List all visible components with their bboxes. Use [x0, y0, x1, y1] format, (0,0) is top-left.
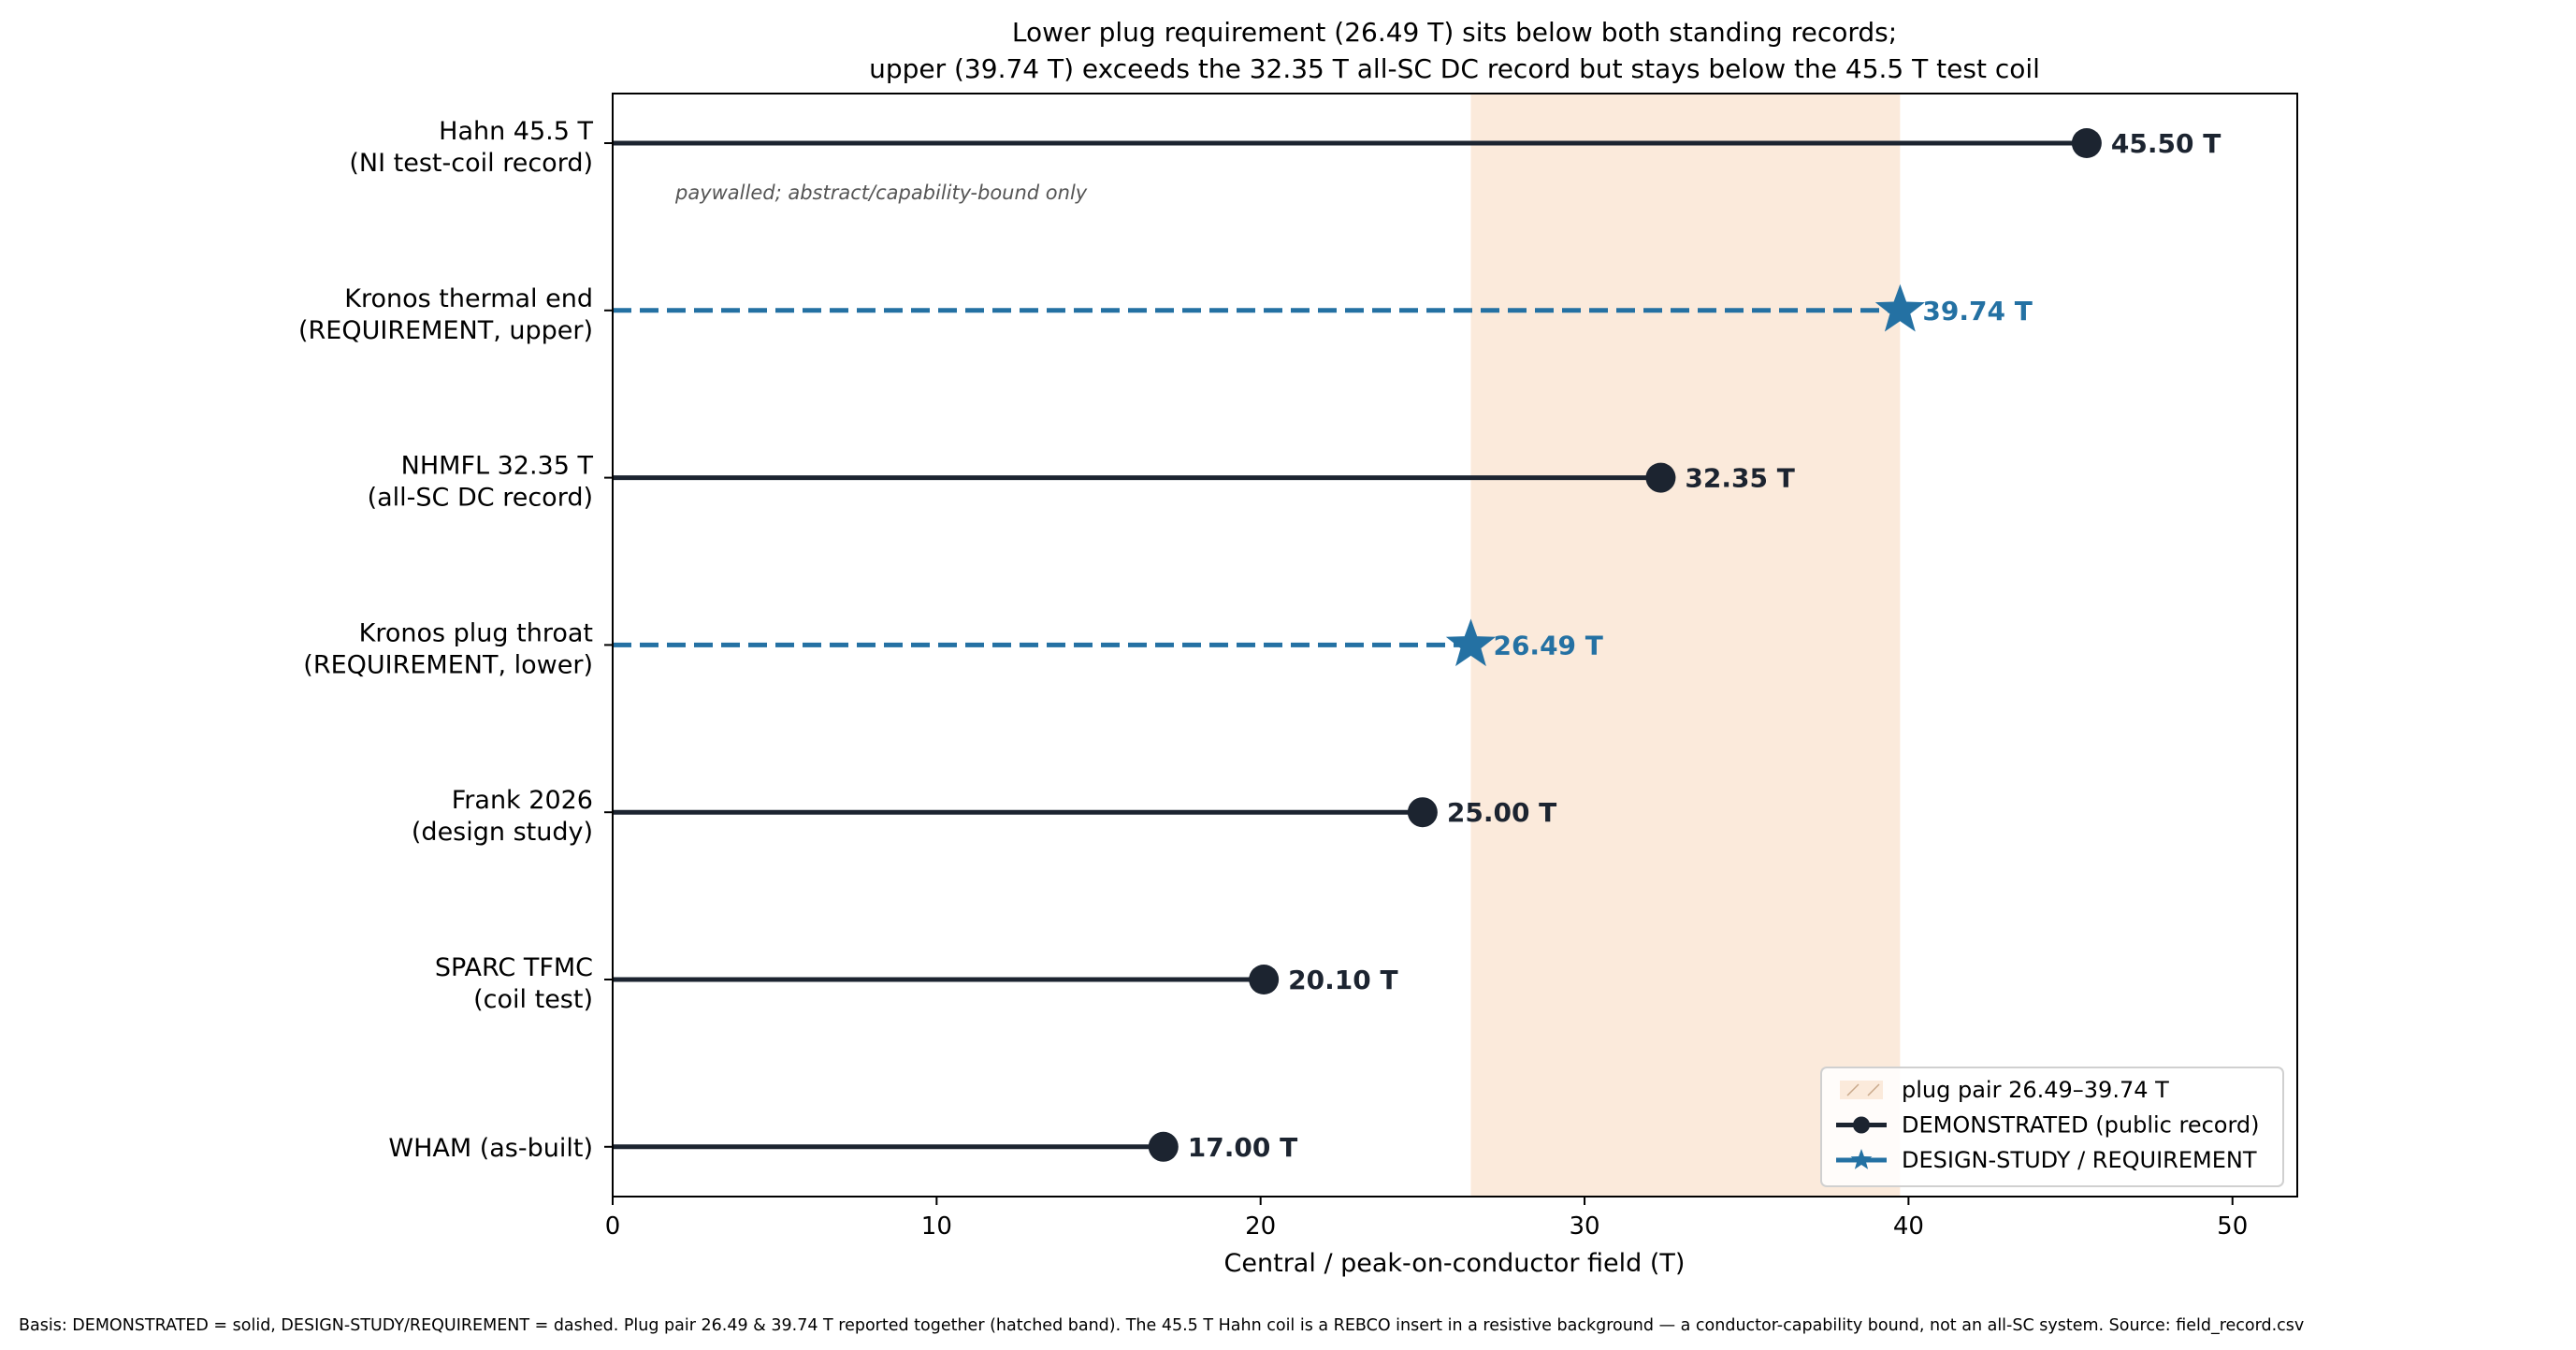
y-tick-label: WHAM (as-built) — [388, 1134, 593, 1163]
footnote: Basis: DEMONSTRATED = solid, DESIGN-STUD… — [19, 1316, 2304, 1335]
y-tick-label: (coil test) — [473, 985, 593, 1014]
legend-label: DEMONSTRATED (public record) — [1902, 1112, 2260, 1139]
legend-swatch-hatch — [1846, 1083, 1860, 1096]
value-label: 45.50 T — [2111, 128, 2221, 159]
legend-label: DESIGN-STUDY / REQUIREMENT — [1902, 1147, 2257, 1173]
dot-marker — [1407, 797, 1438, 828]
value-label: 39.74 T — [1922, 296, 2032, 327]
legend: plug pair 26.49–39.74 T DEMONSTRATED (pub… — [1820, 1067, 2284, 1187]
value-label: 32.35 T — [1685, 463, 1794, 494]
star-marker — [1445, 618, 1497, 667]
dot-marker — [1249, 965, 1280, 994]
y-tick-label: (NI test-coil record) — [349, 149, 593, 178]
dot-marker — [2071, 128, 2102, 158]
x-tick-label: 10 — [921, 1212, 952, 1241]
legend-swatch-hatch — [1867, 1083, 1880, 1096]
value-label: 25.00 T — [1447, 797, 1556, 828]
legend-swatch-band — [1840, 1081, 1883, 1099]
y-tick-label: Hahn 45.5 T — [439, 117, 593, 146]
y-tick-label: Kronos plug throat — [359, 618, 593, 647]
star-marker — [1874, 283, 1925, 332]
y-tick-label: Kronos thermal end — [344, 284, 593, 313]
x-tick-label: 50 — [2217, 1212, 2248, 1241]
y-tick-label: Frank 2026 — [452, 786, 593, 815]
x-axis-label: Central / peak-on-conductor field (T) — [1224, 1249, 1686, 1278]
x-tick-label: 30 — [1569, 1212, 1599, 1241]
value-label: 26.49 T — [1493, 630, 1602, 660]
y-tick-label: (REQUIREMENT, upper) — [298, 316, 593, 345]
legend-swatch-star — [1850, 1149, 1873, 1169]
y-tick-label: (design study) — [412, 818, 593, 847]
chart-title-line-2: upper (39.74 T) exceeds the 32.35 T all-… — [869, 53, 2040, 84]
chart-title-line-1: Lower plug requirement (26.49 T) sits be… — [1012, 17, 1897, 48]
legend-label: plug pair 26.49–39.74 T — [1902, 1077, 2169, 1103]
value-label: 20.10 T — [1288, 965, 1397, 995]
row-note: paywalled; abstract/capability-bound onl… — [674, 181, 1088, 204]
legend-swatch-dot — [1853, 1116, 1870, 1134]
x-tick-label: 40 — [1893, 1212, 1924, 1241]
x-tick-label: 0 — [605, 1212, 621, 1241]
y-tick-label: NHMFL 32.35 T — [401, 452, 594, 481]
value-label: 17.00 T — [1188, 1132, 1297, 1163]
legend-box — [1820, 1067, 2284, 1187]
x-tick-label: 20 — [1245, 1212, 1276, 1241]
dot-marker — [1148, 1131, 1179, 1162]
y-tick-label: SPARC TFMC — [435, 953, 593, 982]
y-tick-label: (all-SC DC record) — [368, 484, 593, 513]
plug-pair-band — [1470, 94, 1901, 1197]
y-tick-label: (REQUIREMENT, lower) — [303, 650, 593, 679]
dot-marker — [1645, 462, 1676, 493]
